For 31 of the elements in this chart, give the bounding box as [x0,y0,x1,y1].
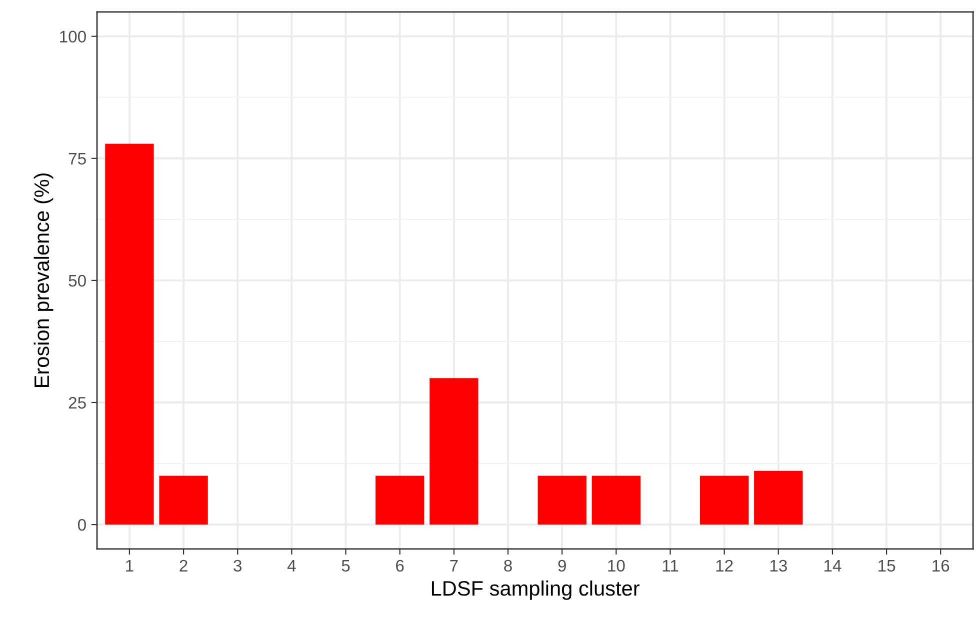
bar [159,476,208,525]
x-tick-label: 2 [180,560,188,572]
x-axis-title: LDSF sampling cluster [432,580,640,600]
x-tick-label: 5 [342,560,350,572]
y-tick-label: 50 [68,274,86,287]
y-tick-label: 0 [78,518,86,531]
x-tick-label: 12 [716,560,733,572]
x-tick-label: 11 [662,560,678,572]
bar [754,470,803,525]
x-tick-label: 7 [450,560,458,572]
x-tick-label: 3 [234,560,242,572]
x-tick-label: 16 [932,560,950,572]
bar [538,476,586,525]
x-tick-label: 15 [878,560,896,572]
x-tick-label: 1 [126,560,134,572]
y-axis-title: Erosion prevalence (%) [34,173,54,387]
x-tick-label: 8 [504,560,512,572]
y-tick-label: 100 [60,30,86,43]
bar [105,144,154,525]
x-tick-label: 13 [770,560,787,572]
x-tick-label: 4 [287,560,296,572]
bar [376,476,424,525]
bar [700,476,749,525]
x-tick-label: 9 [558,560,566,572]
bar [430,378,478,525]
bar [592,476,640,525]
x-tick-label: 10 [608,560,625,572]
y-tick-label: 75 [68,152,86,165]
x-tick-label: 6 [396,560,404,572]
y-tick-label: 25 [68,396,86,409]
x-tick-label: 14 [824,560,842,572]
